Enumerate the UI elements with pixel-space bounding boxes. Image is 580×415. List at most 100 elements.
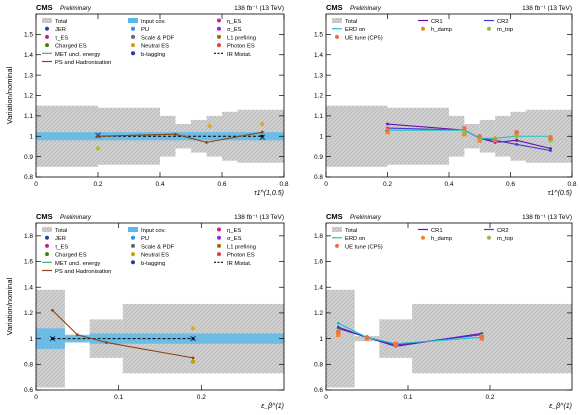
legend-entry: MET uncl. energy (42, 52, 100, 58)
legend-swatch (131, 235, 135, 240)
legend-label: m_top (497, 236, 513, 242)
legend-label: Scale & PDF (141, 244, 175, 250)
legend-swatch (42, 227, 52, 232)
y-tick-label: 1.2 (314, 93, 323, 100)
legend-swatch (131, 260, 135, 265)
data-point (549, 147, 552, 150)
lumi-label: 138 fb⁻¹ (13 TeV) (522, 5, 572, 12)
legend-entry: Charged ES (45, 43, 87, 50)
y-tick-label: 1.6 (314, 259, 323, 266)
legend-entry: σ_ES (217, 235, 242, 242)
x-tick-label: 0.1 (403, 394, 412, 401)
y-tick-label: 1.8 (314, 233, 323, 240)
y-tick-label: 1.2 (314, 310, 323, 317)
legend-label: m_top (497, 27, 513, 33)
data-point (548, 136, 553, 141)
y-tick-label: 1.2 (24, 93, 33, 100)
legend-swatch (217, 227, 221, 232)
legend-label: UE tune (CP5) (345, 244, 383, 250)
legend-label: ERD on (345, 236, 365, 242)
legend-swatch (487, 26, 491, 31)
input-cov-band-bin (36, 328, 65, 349)
legend-swatch (487, 235, 491, 240)
legend-label: τ_ES (55, 244, 68, 250)
series-neutral-es (190, 359, 196, 364)
legend-swatch (42, 18, 52, 23)
legend-swatch (217, 243, 221, 248)
legend-label: Photon ES (227, 44, 255, 50)
series-line (387, 123, 551, 150)
y-tick-label: 0.9 (24, 154, 33, 161)
legend-swatch (217, 34, 221, 39)
legend-label: Charged ES (55, 44, 87, 50)
legend-swatch (421, 26, 425, 31)
y-tick-label: 1 (29, 133, 33, 140)
legend-label: MET uncl. energy (55, 261, 100, 267)
y-tick-label: 0.6 (314, 387, 323, 394)
data-point (191, 337, 195, 341)
data-point (75, 333, 79, 337)
legend: Total Input cov. η_ES JER PU σ_ES τ_ES Scale & … (42, 227, 256, 275)
total-band-bin (449, 115, 465, 157)
legend-label: PS and Hadronisation (55, 269, 111, 275)
legend-entry: m_top (487, 235, 513, 242)
legend-label: CR1 (431, 19, 443, 25)
legend-label: JER (55, 236, 66, 242)
legend-swatch (128, 18, 138, 23)
data-point (492, 138, 498, 143)
legend-entry: IR Mistat. (214, 261, 252, 267)
series-line (338, 322, 482, 345)
y-tick-label: 0.6 (24, 387, 33, 394)
legend-swatch (217, 235, 221, 240)
y-tick-label: 0.8 (24, 174, 33, 181)
x-axis-label: τ1^(0.5) (548, 190, 572, 197)
y-tick-label: 1 (319, 336, 323, 343)
legend-label: L1 prefiring (227, 244, 256, 250)
legend-swatch (45, 26, 49, 31)
legend-label: Input cov. (141, 228, 166, 234)
total-band-bin (479, 119, 496, 153)
legend-label: UE tune (CP5) (345, 35, 383, 41)
legend-label: JER (55, 27, 66, 33)
legend-label: CR2 (497, 19, 509, 25)
data-point (515, 138, 519, 142)
series-photon-es (207, 121, 265, 129)
y-tick-label: 1.8 (24, 233, 33, 240)
legend-label: Input cov. (141, 19, 166, 25)
series-ue-tune-cp5- (336, 329, 484, 348)
y-axis-label: Variation/nominal (5, 277, 14, 335)
legend-entry: τ_ES (45, 34, 68, 41)
legend-label: Total (55, 19, 67, 25)
legend-label: τ_ES (55, 35, 68, 41)
data-point (462, 125, 467, 131)
data-point (190, 359, 196, 364)
data-point (96, 134, 100, 138)
data-point (364, 335, 370, 340)
series-line (52, 309, 194, 359)
data-point (461, 129, 468, 135)
legend-entry: τ_ES (45, 243, 68, 250)
legend-entry: Charged ES (45, 252, 87, 259)
panel-3: 0 0.1 0.2 0.6 0.8 1 1.2 1.4 1.6 1.8 CMS Preliminary… (5, 212, 285, 410)
data-point (515, 143, 519, 146)
preliminary-label: Preliminary (350, 5, 382, 12)
legend: Total Input cov. η_ES JER PU σ_ES τ_ES Scale & … (42, 18, 256, 66)
x-tick-label: 0.6 (217, 181, 226, 188)
legend-label: Total (345, 19, 357, 25)
legend-label: PS and Hadronisation (55, 60, 111, 66)
plot-frame (325, 222, 573, 391)
data-point (260, 134, 264, 138)
legend-swatch (45, 43, 49, 48)
data-point (386, 122, 389, 126)
y-tick-label: 1.1 (314, 113, 323, 120)
data-point (479, 335, 484, 340)
series-ps-and-hadronisation (96, 130, 264, 144)
legend-entry: MET uncl. energy (42, 261, 100, 267)
legend-label: Scale & PDF (141, 35, 175, 41)
data-point (260, 130, 264, 134)
y-tick-label: 0.8 (314, 174, 323, 181)
legend-entry: Photon ES (217, 43, 255, 50)
legend-entry: b-tagging (131, 260, 165, 267)
legend-label: L1 prefiring (227, 35, 256, 41)
legend-label: CR1 (431, 228, 443, 234)
